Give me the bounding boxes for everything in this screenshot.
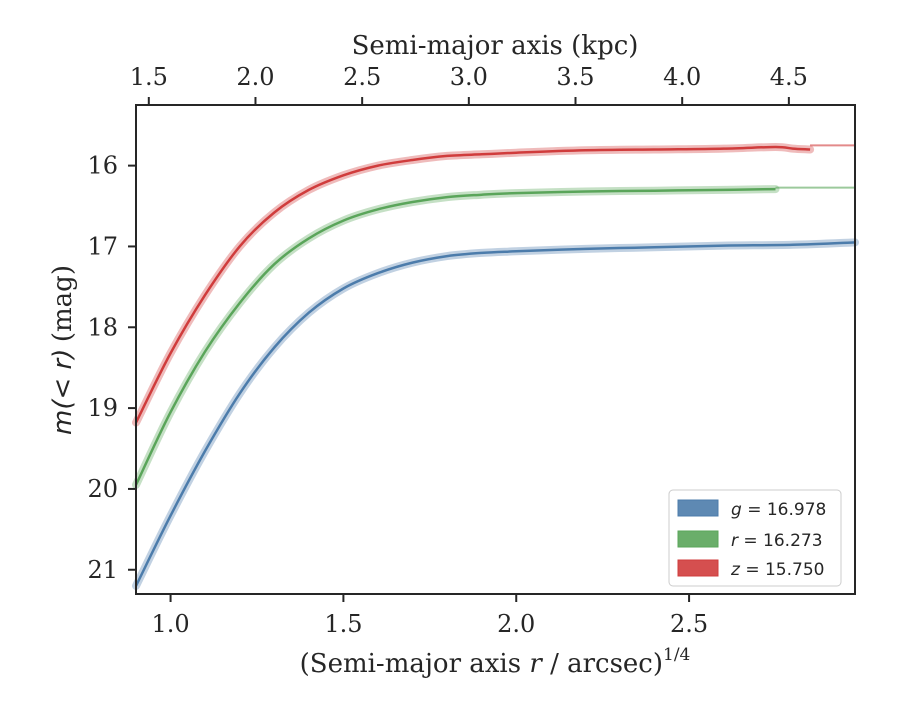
x-axis-title: (Semi-major axis r / arcsec)1/4	[300, 645, 691, 679]
x-tick-label: 2.0	[497, 610, 535, 638]
top-x-tick-label: 3.5	[556, 63, 594, 91]
top-x-tick-label: 2.0	[236, 63, 274, 91]
top-x-tick-label: 1.5	[130, 63, 168, 91]
legend-label-g: g = 16.978	[731, 500, 826, 520]
top-x-tick-label: 3.0	[450, 63, 488, 91]
series-line-r	[134, 187, 776, 486]
y-axis-title: m(< r) (mag)	[48, 265, 78, 435]
x-axis-title-var: r	[529, 649, 543, 679]
x-axis-title-tail: / arcsec)	[550, 649, 663, 679]
y-tick-label: 21	[87, 556, 118, 584]
series-band-r	[132, 185, 780, 489]
y-tick-label: 17	[87, 232, 118, 260]
y-axis-title-var: m(< r)	[48, 349, 78, 435]
y-tick-label: 16	[87, 152, 118, 180]
top-x-tick-label: 2.5	[343, 63, 381, 91]
axes-layer: 1.0 1.5 2.0 2.5 16 17 18 19 20 21 1.5 2.0 2.5 3.0 3.5 4…	[87, 63, 807, 638]
top-x-axis-title: Semi-major axis (kpc)	[352, 31, 639, 61]
series-line-g	[134, 241, 856, 587]
y-axis-title-unit: (mag)	[48, 265, 78, 342]
x-axis-title-main: (Semi-major axis	[300, 649, 521, 679]
legend-swatch-r	[677, 530, 719, 548]
top-x-tick-label: 4.0	[663, 63, 701, 91]
legend-item-g: g = 16.978	[677, 499, 826, 520]
x-tick-label: 2.5	[670, 610, 708, 638]
series-line-z	[134, 145, 811, 424]
y-tick-label: 18	[87, 313, 118, 341]
legend-swatch-z	[677, 559, 719, 577]
legend-label-r: r = 16.273	[731, 531, 823, 551]
series-layer	[132, 142, 859, 590]
top-x-tick-label: 4.5	[770, 63, 808, 91]
x-axis-title-exponent: 1/4	[663, 645, 690, 665]
x-tick-label: 1.0	[151, 610, 189, 638]
legend-label-z: z = 15.750	[730, 560, 824, 580]
legend-item-z: z = 15.750	[677, 559, 824, 580]
plot-frame	[135, 104, 856, 595]
y-tick-label: 20	[87, 475, 118, 503]
legend: g = 16.978 r = 16.273 z = 15.750	[668, 489, 842, 587]
legend-item-r: r = 16.273	[677, 530, 823, 551]
y-tick-label: 19	[87, 394, 118, 422]
x-tick-label: 1.5	[324, 610, 362, 638]
legend-swatch-g	[677, 499, 719, 517]
